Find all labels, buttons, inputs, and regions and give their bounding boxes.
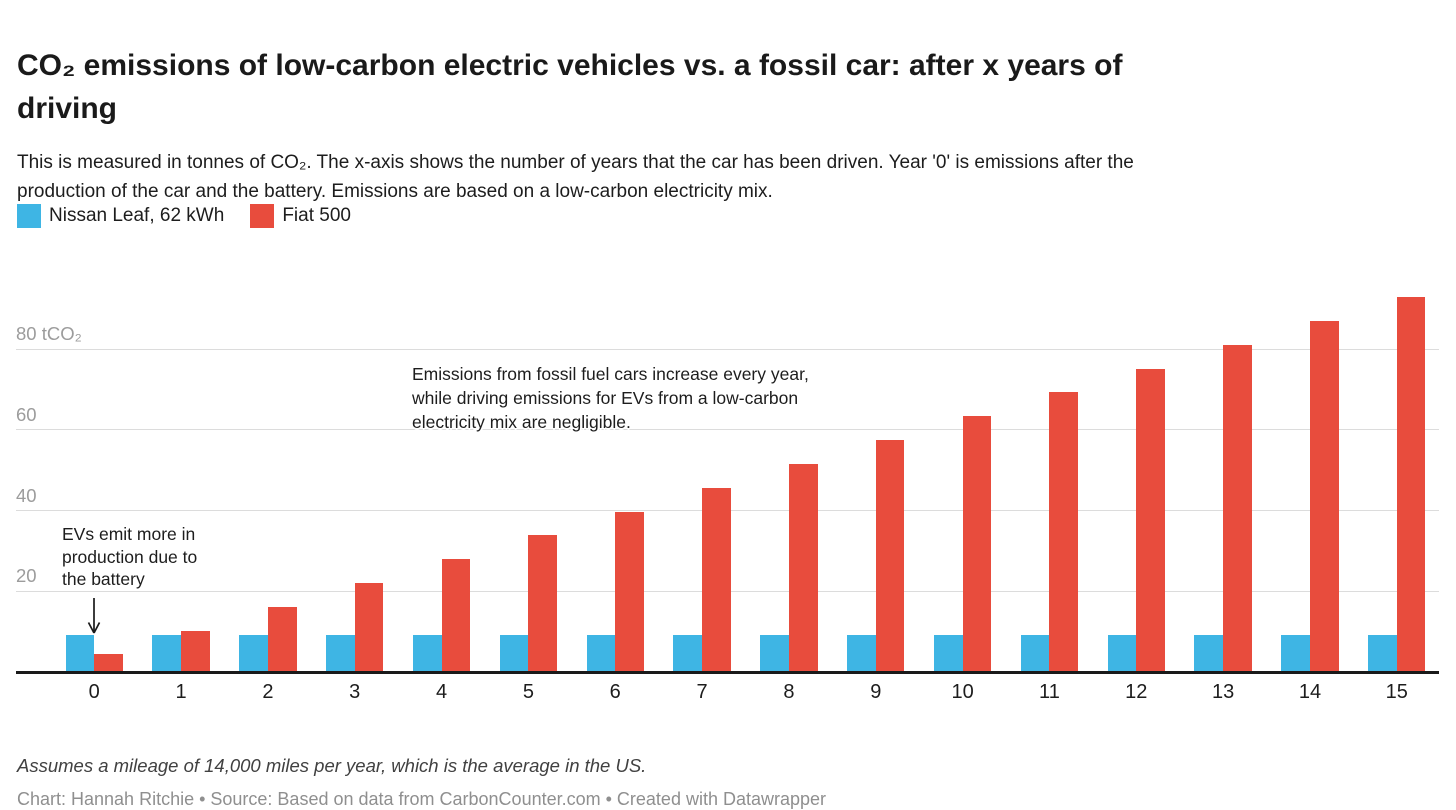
bar-fiat-500-year-14: [1309, 320, 1339, 671]
x-tick-label-12: 12: [1125, 681, 1148, 703]
x-tick-label-13: 13: [1211, 681, 1235, 703]
bar-fiat-500-year-1: [181, 630, 210, 671]
x-tick-label-7: 7: [696, 681, 708, 703]
bar-nissan-leaf-year-13: [1194, 635, 1224, 671]
gridline-y-60: [16, 429, 1439, 431]
x-tick-label-9: 9: [870, 681, 882, 703]
y-tick-label: 20: [16, 565, 37, 587]
credit-line: Chart: Hannah Ritchie • Source: Based on…: [17, 789, 827, 809]
gridline-y-80: [16, 348, 1439, 350]
annotation-ev-production: EVs emit more in production due to the bat…: [62, 523, 197, 591]
text-line: production of the car and the battery. E…: [17, 181, 773, 202]
bar-nissan-leaf-year-10: [933, 635, 963, 671]
bar-nissan-leaf-year-14: [1281, 635, 1310, 671]
x-tick-label-10: 10: [951, 681, 974, 703]
page-title: CO₂ emissions of low-carbon electric veh…: [17, 44, 1417, 130]
bar-nissan-leaf-year-12: [1107, 635, 1137, 671]
x-tick-label-0: 0: [88, 681, 100, 703]
annotation-fossil-increase: Emissions from fossil fuel cars increase…: [412, 362, 809, 434]
legend-label-fiat-500: Fiat 500: [282, 205, 351, 226]
text-line: This is measured in tonnes of CO₂. The x…: [17, 152, 1134, 173]
bar-fiat-500-year-5: [528, 535, 558, 671]
bar-nissan-leaf-year-2: [239, 635, 268, 671]
y-tick-label: 40: [16, 484, 37, 506]
bar-fiat-500-year-11: [1049, 392, 1079, 671]
bar-fiat-500-year-12: [1136, 368, 1165, 671]
legend-item-fiat-500: Fiat 500: [250, 204, 351, 228]
bar-fiat-500-year-8: [788, 463, 818, 671]
bar-fiat-500-year-15: [1396, 297, 1426, 671]
x-tick-label-5: 5: [522, 681, 534, 703]
legend-swatch-blue-icon: [17, 204, 41, 228]
legend-item-nissan-leaf: Nissan Leaf, 62 kWh: [17, 204, 224, 228]
bar-fiat-500-year-7: [702, 487, 731, 671]
bar-nissan-leaf-year-15: [1368, 635, 1397, 671]
text-line: driving: [17, 92, 118, 126]
x-axis-line: [16, 671, 1439, 674]
bar-nissan-leaf-year-6: [586, 635, 616, 671]
x-tick-label-11: 11: [1039, 681, 1060, 703]
bar-nissan-leaf-year-4: [412, 635, 442, 671]
text-line: the battery: [62, 569, 145, 589]
text-line: electricity mix are negligible.: [412, 412, 631, 432]
bar-nissan-leaf-year-9: [847, 635, 876, 671]
x-tick-label-6: 6: [609, 681, 621, 703]
annotation-arrow-down-icon: [86, 596, 102, 641]
text-line: EVs emit more in: [62, 524, 196, 544]
x-tick-label-1: 1: [175, 681, 187, 703]
bar-fiat-500-year-6: [615, 511, 644, 671]
x-tick-label-15: 15: [1385, 681, 1408, 703]
bar-fiat-500-year-10: [962, 416, 992, 671]
bar-fiat-500-year-13: [1223, 344, 1252, 671]
bar-nissan-leaf-year-11: [1020, 635, 1050, 671]
bar-fiat-500-year-3: [354, 582, 384, 671]
bar-nissan-leaf-year-8: [760, 635, 789, 671]
legend-label-nissan-leaf: Nissan Leaf, 62 kWh: [49, 205, 225, 226]
legend-swatch-red-icon: [250, 204, 275, 228]
bar-fiat-500-year-2: [267, 606, 297, 671]
text-line: CO₂ emissions of low-carbon electric veh…: [17, 49, 1123, 83]
x-tick-label-14: 14: [1298, 681, 1322, 703]
legend: Nissan Leaf, 62 kWh Fiat 500: [17, 204, 377, 228]
bar-fiat-500-year-0: [94, 654, 123, 671]
bar-fiat-500-year-9: [875, 440, 905, 671]
bar-nissan-leaf-year-1: [152, 635, 182, 671]
bar-fiat-500-year-4: [441, 559, 471, 671]
bar-nissan-leaf-year-7: [673, 635, 703, 671]
bar-nissan-leaf-year-5: [499, 635, 529, 671]
x-tick-label-2: 2: [262, 681, 274, 703]
footnote: Assumes a mileage of 14,000 miles per ye…: [17, 754, 647, 776]
y-tick-label: 80 tCO₂: [16, 323, 82, 344]
text-line: production due to: [62, 546, 198, 567]
text-line: while driving emissions for EVs from a l…: [412, 388, 799, 408]
text-line: Emissions from fossil fuel cars increase…: [412, 364, 809, 384]
y-tick-label: 60: [16, 403, 37, 425]
chart-subtitle: This is measured in tonnes of CO₂. The x…: [17, 148, 1437, 206]
bar-nissan-leaf-year-0: [65, 635, 95, 671]
bar-nissan-leaf-year-3: [326, 635, 355, 671]
x-tick-label-4: 4: [435, 681, 448, 703]
x-tick-label-8: 8: [783, 681, 795, 703]
x-tick-label-3: 3: [349, 681, 361, 703]
